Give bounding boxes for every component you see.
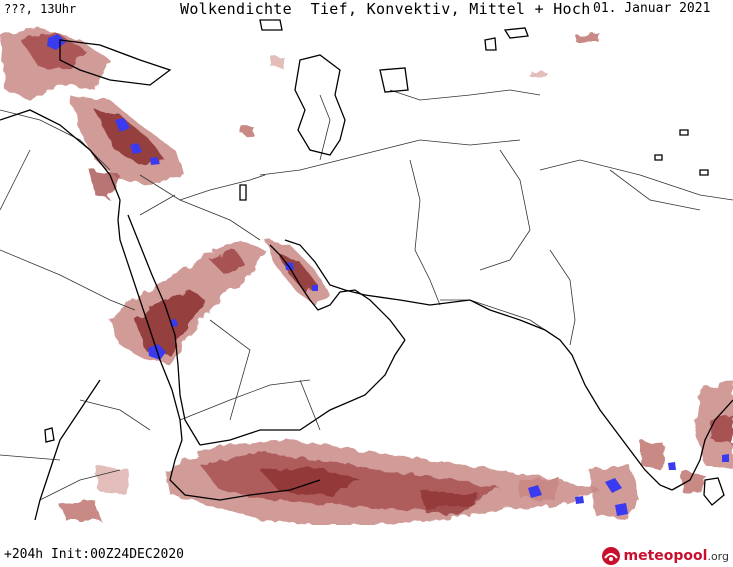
country-borders (0, 89, 733, 501)
map-title: Wolkendichte Tief, Konvektiv, Mittel + H… (180, 0, 591, 18)
forecast-time-label: ???, 13Uhr (4, 2, 77, 16)
logo-tld: .org (707, 549, 729, 563)
forecast-date: 01. Januar 2021 (593, 1, 711, 16)
logo-text: meteopool (623, 548, 708, 564)
coastlines (0, 19, 733, 521)
footer: +204h Init:00Z24DEC2020 meteopool .org (0, 525, 733, 566)
logo-globe-icon (601, 547, 620, 565)
meteopool-logo[interactable]: meteopool .org (601, 545, 729, 567)
convective-cells (47, 34, 729, 516)
cloud-layer (0, 28, 733, 525)
cloud-density-map (0, 19, 733, 525)
model-run-label: +204h Init:00Z24DEC2020 (4, 547, 185, 562)
